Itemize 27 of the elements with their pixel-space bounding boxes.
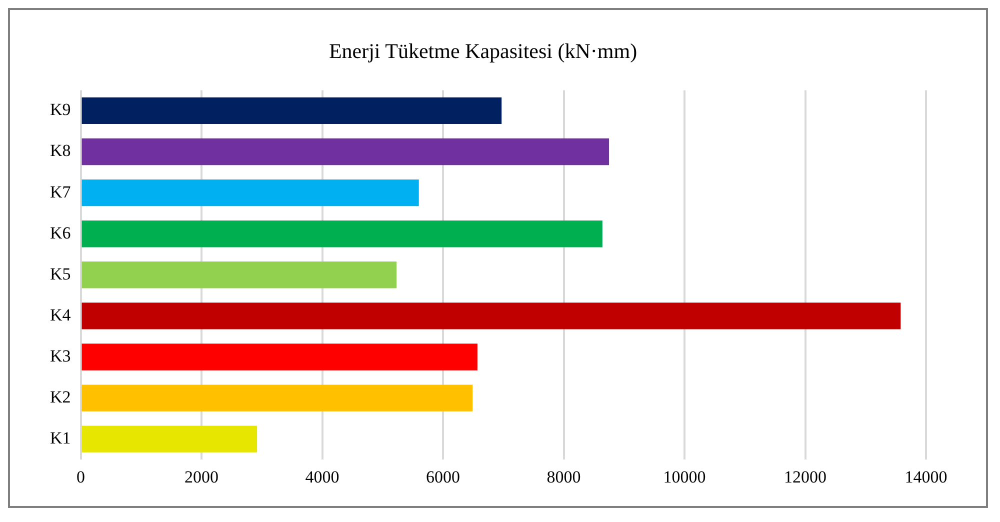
- x-tick-label: 6000: [426, 467, 460, 486]
- y-tick-label: K4: [50, 305, 72, 324]
- x-tick-label: 2000: [184, 467, 219, 486]
- y-tick-label: K9: [50, 100, 71, 120]
- y-tick-label: K6: [50, 223, 71, 242]
- bar: [82, 344, 478, 370]
- y-tick-label: K3: [50, 346, 71, 366]
- bar: [82, 384, 473, 412]
- bar: [82, 262, 397, 288]
- chart-title: Enerji Tüketme Kapasitesi (kN·mm): [328, 39, 638, 64]
- bar: [82, 302, 901, 330]
- x-tick-label: 8000: [546, 467, 581, 486]
- bar: [82, 426, 258, 452]
- bar: [82, 179, 419, 206]
- y-tick-label: K2: [50, 388, 71, 406]
- y-tick-label: K1: [50, 428, 71, 448]
- y-tick-label: K7: [50, 182, 72, 202]
- y-tick-label: K5: [50, 264, 71, 284]
- x-tick-label: 12000: [784, 467, 827, 486]
- bar: [82, 138, 610, 166]
- bar: [82, 220, 602, 248]
- x-tick-label: 0: [76, 467, 86, 486]
- x-tick-label: 4000: [305, 467, 340, 486]
- x-tick-label: 14000: [904, 467, 948, 486]
- x-tick-label: 10000: [663, 467, 706, 486]
- bar: [82, 97, 502, 124]
- y-tick-label: K8: [50, 141, 71, 160]
